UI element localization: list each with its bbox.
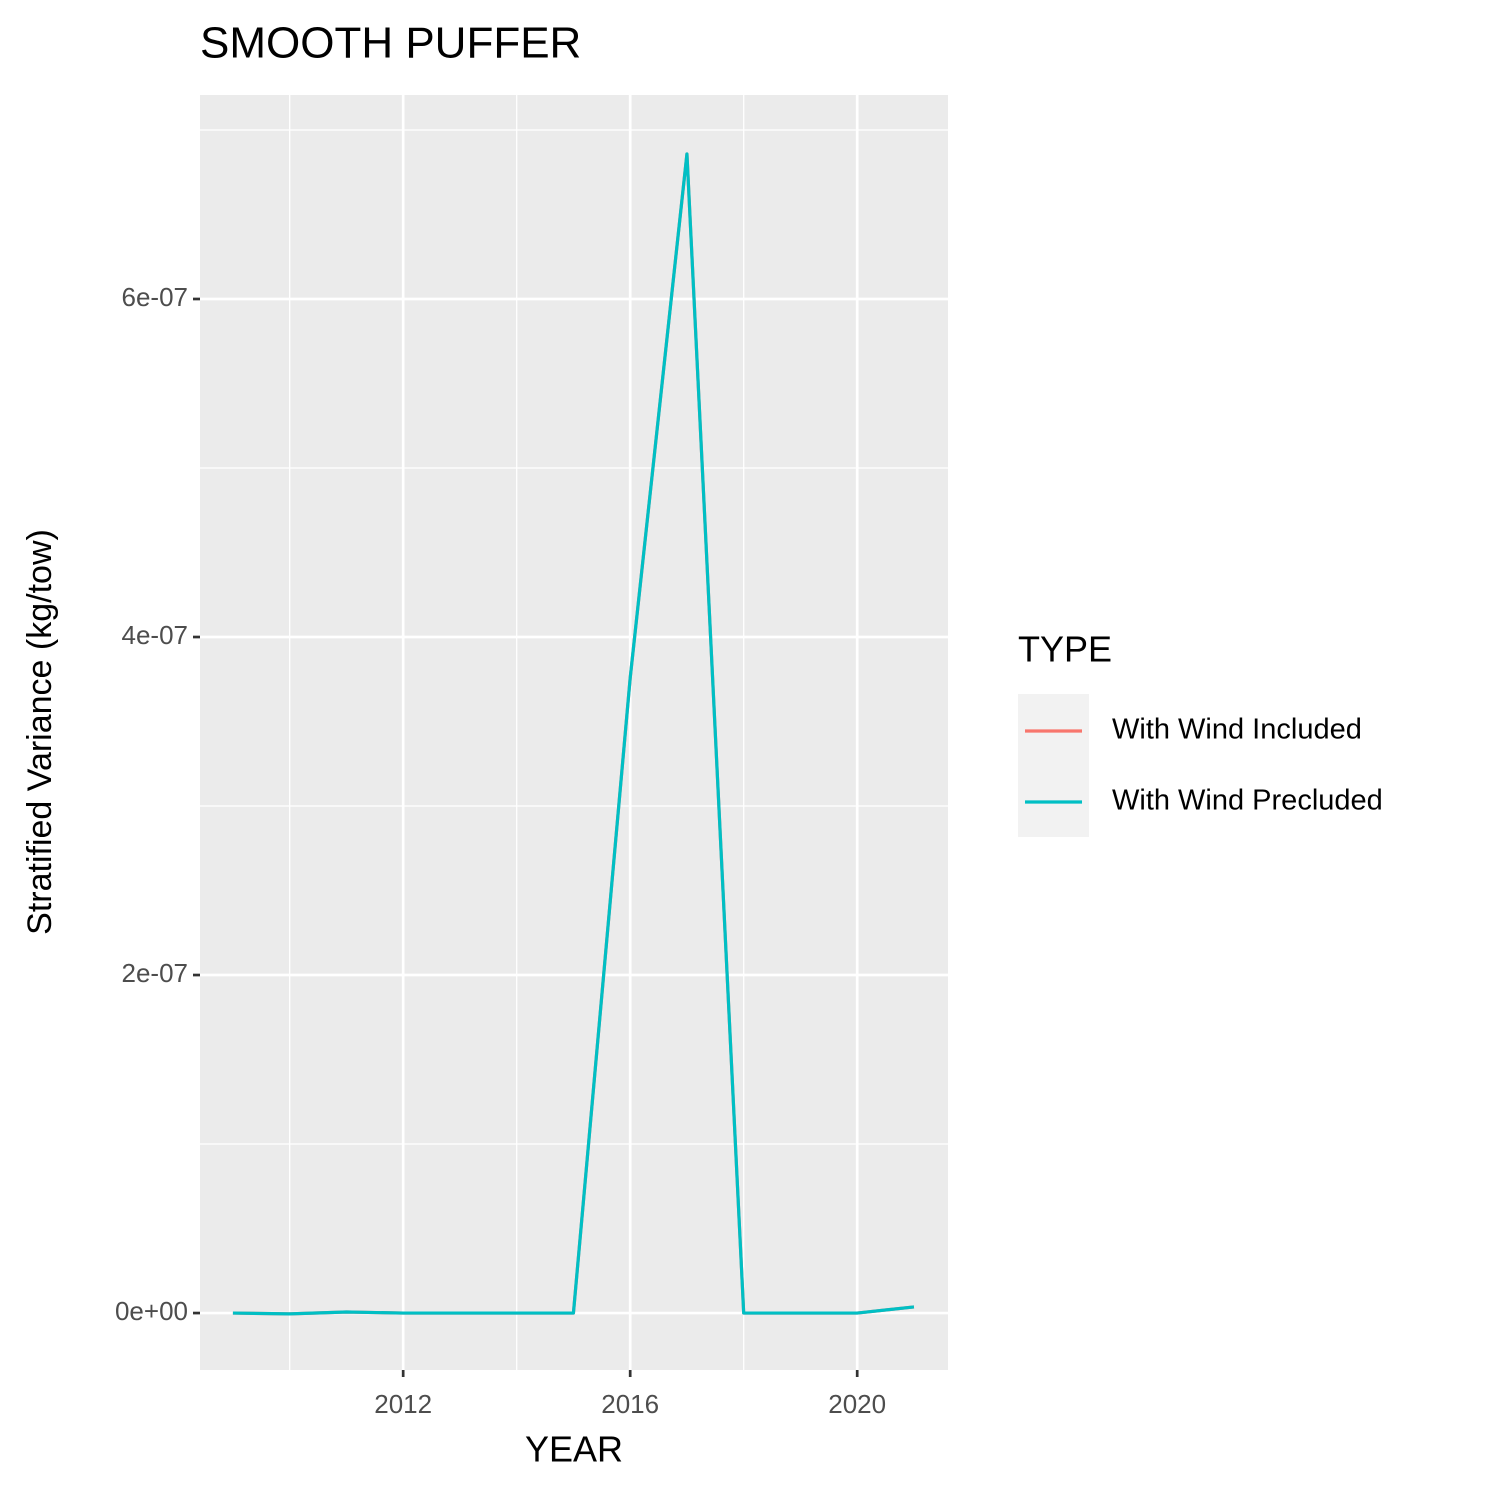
legend-key-background (1018, 694, 1089, 837)
y-tick-label: 0e+00 (115, 1296, 188, 1326)
x-tick-label: 2016 (601, 1389, 659, 1419)
y-tick-label: 6e-07 (122, 282, 189, 312)
chart-title: SMOOTH PUFFER (200, 19, 581, 68)
y-tick-label: 2e-07 (122, 958, 189, 988)
x-axis-title: YEAR (525, 1429, 623, 1470)
plot-panel (200, 95, 948, 1370)
x-tick-label: 2020 (828, 1389, 886, 1419)
legend-title: TYPE (1018, 629, 1112, 670)
y-axis-title: Stratified Variance (kg/tow) (21, 529, 59, 935)
y-tick-label: 4e-07 (122, 620, 189, 650)
legend-label: With Wind Included (1112, 714, 1362, 746)
legend-label: With Wind Precluded (1112, 785, 1383, 817)
series-line (232, 152, 915, 1316)
x-tick-label: 2012 (374, 1389, 432, 1419)
